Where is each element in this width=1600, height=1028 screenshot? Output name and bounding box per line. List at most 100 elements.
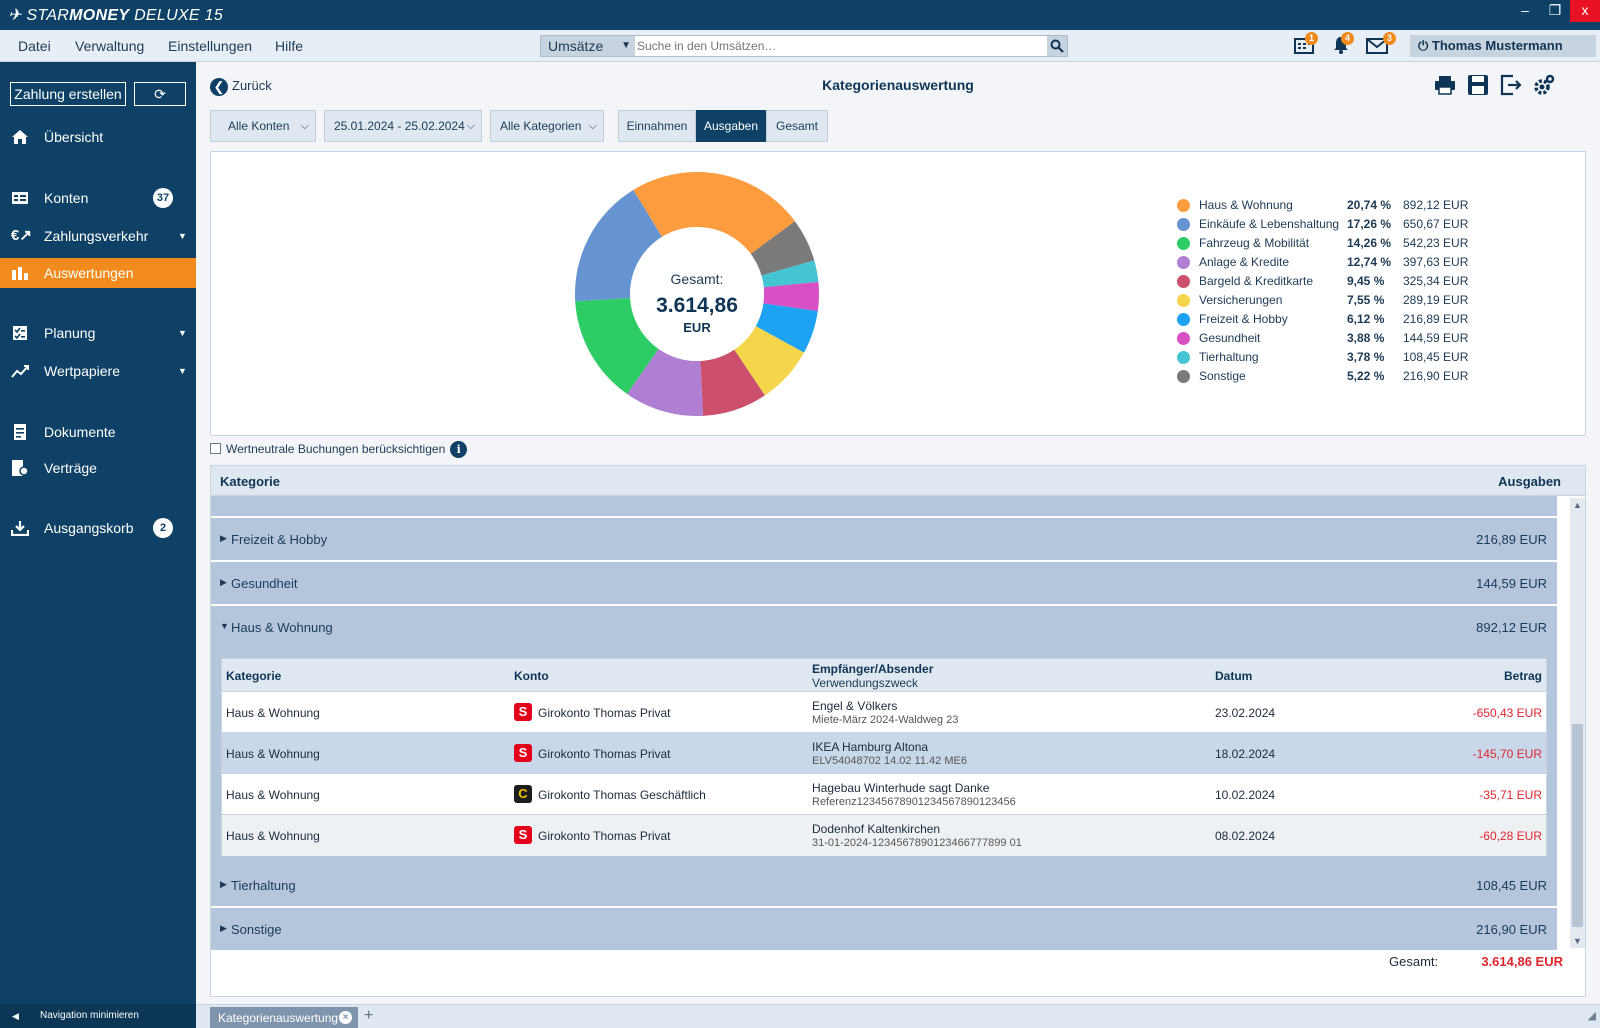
expense-toggle[interactable]: Ausgaben bbox=[696, 110, 766, 142]
sidebar-item-outbox[interactable]: Ausgangskorb 2 bbox=[0, 513, 196, 543]
title-bar: ✈ STARMONEY DELUXE 15 – ❐ x bbox=[0, 0, 1600, 30]
row-amount: -60,28 EUR bbox=[1479, 829, 1542, 843]
legend-item[interactable]: Freizeit & Hobby 6,12 % 216,89 EUR bbox=[1177, 310, 1517, 329]
donut-slice-tierhaltung[interactable] bbox=[761, 260, 819, 288]
resize-grip-icon[interactable]: ◢ bbox=[1587, 1010, 1596, 1022]
close-window-button[interactable]: x bbox=[1570, 0, 1600, 22]
donut-slice-bargeld-kreditkarte[interactable] bbox=[700, 349, 765, 416]
donut-slice-einkäufe-lebenshaltung[interactable] bbox=[575, 189, 662, 302]
notifications-button[interactable]: 4 bbox=[1332, 32, 1360, 58]
planning-icon bbox=[13, 326, 27, 340]
sidebar-item-securities[interactable]: Wertpapiere ▼ bbox=[0, 356, 196, 386]
donut-slice-versicherungen[interactable] bbox=[734, 326, 805, 396]
sub-header-account[interactable]: Konto bbox=[514, 669, 549, 683]
table-row-selected[interactable]: Haus & Wohnung S Girokonto Thomas Privat… bbox=[222, 733, 1546, 774]
row-purpose: Miete-März 2024-Waldweg 23 bbox=[812, 714, 959, 726]
table-row[interactable]: Haus & Wohnung C Girokonto Thomas Geschä… bbox=[222, 774, 1546, 815]
donut-center-value: 3.614,86 bbox=[656, 294, 738, 317]
close-tab-icon[interactable]: × bbox=[339, 1011, 352, 1024]
legend-item[interactable]: Bargeld & Kreditkarte 9,45 % 325,34 EUR bbox=[1177, 272, 1517, 291]
search-button[interactable] bbox=[1047, 36, 1067, 56]
legend-item[interactable]: Fahrzeug & Mobilität 14,26 % 542,23 EUR bbox=[1177, 234, 1517, 253]
accounts-filter-select[interactable]: Alle Konten ⌵ bbox=[210, 110, 316, 142]
column-header-expense[interactable]: Ausgaben bbox=[1498, 474, 1561, 489]
legend-color-dot bbox=[1177, 351, 1190, 364]
menu-verwaltung[interactable]: Verwaltung bbox=[75, 38, 145, 54]
minimize-navigation-button[interactable]: ◀ Navigation minimieren bbox=[0, 1004, 196, 1028]
save-button[interactable] bbox=[1467, 74, 1491, 98]
tab-kategorienauswertung[interactable]: Kategorienauswertung × bbox=[210, 1007, 358, 1028]
donut-chart: Gesamt: 3.614,86 EUR bbox=[575, 172, 819, 416]
table-group-row[interactable]: ▶ Freizeit & Hobby 216,89 EUR bbox=[211, 518, 1557, 560]
wertneutral-checkbox-row[interactable]: Wertneutrale Buchungen berücksichtigen i bbox=[210, 439, 468, 459]
settings-button[interactable] bbox=[1533, 74, 1557, 98]
donut-slice-gesundheit[interactable] bbox=[763, 281, 819, 312]
user-menu-button[interactable]: ⏻ Thomas Mustermann bbox=[1410, 35, 1596, 57]
calendar-button[interactable]: 1 bbox=[1294, 32, 1322, 58]
menu-hilfe[interactable]: Hilfe bbox=[275, 38, 304, 54]
sidebar-item-contracts[interactable]: Verträge bbox=[0, 453, 196, 483]
wertneutral-checkbox[interactable] bbox=[210, 443, 221, 455]
menu-datei[interactable]: Datei bbox=[18, 38, 51, 54]
legend-item[interactable]: Einkäufe & Lebenshaltung 17,26 % 650,67 EU… bbox=[1177, 215, 1517, 234]
search-scope-select[interactable]: Umsätze ▼ bbox=[541, 36, 635, 56]
sub-header-payee[interactable]: Empfänger/Absender bbox=[812, 662, 934, 676]
table-group-row[interactable]: ▶ Gesundheit 144,59 EUR bbox=[211, 562, 1557, 604]
legend-color-dot bbox=[1177, 294, 1190, 307]
total-toggle[interactable]: Gesamt bbox=[766, 110, 828, 142]
table-group-row[interactable]: ▶ Sonstige 216,90 EUR bbox=[211, 908, 1557, 950]
categories-filter-select[interactable]: Alle Kategorien ⌵ bbox=[490, 110, 604, 142]
print-button[interactable] bbox=[1434, 74, 1458, 98]
sidebar-item-accounts[interactable]: Konten 37 bbox=[0, 183, 196, 213]
legend-item[interactable]: Haus & Wohnung 20,74 % 892,12 EUR bbox=[1177, 196, 1517, 215]
table-scrollbar[interactable]: ▲ ▼ bbox=[1570, 498, 1585, 948]
back-button[interactable]: ❮ Zurück bbox=[210, 76, 272, 96]
table-row[interactable]: Haus & Wohnung S Girokonto Thomas Privat… bbox=[222, 692, 1546, 733]
sub-header-amount[interactable]: Betrag bbox=[1503, 669, 1542, 683]
restore-button[interactable]: ❐ bbox=[1548, 2, 1562, 18]
refresh-button[interactable]: ⟳ bbox=[134, 82, 186, 106]
donut-slice-anlage-kredite[interactable] bbox=[627, 348, 704, 416]
group-value: 892,12 EUR bbox=[1476, 620, 1547, 635]
sidebar-item-overview[interactable]: Übersicht bbox=[0, 122, 196, 152]
sub-header-date[interactable]: Datum bbox=[1215, 669, 1253, 683]
scrollbar-thumb[interactable] bbox=[1572, 724, 1583, 927]
sidebar-item-payments[interactable]: €↗ Zahlungsverkehr ▼ bbox=[0, 221, 196, 251]
sidebar-item-label: Zahlungsverkehr bbox=[44, 228, 149, 244]
income-toggle[interactable]: Einnahmen bbox=[618, 110, 696, 142]
donut-slice-freizeit-hobby[interactable] bbox=[755, 303, 818, 353]
messages-button[interactable]: 3 bbox=[1366, 32, 1396, 58]
chevron-down-icon: ⌵ bbox=[300, 120, 309, 132]
minimize-button[interactable]: – bbox=[1521, 2, 1529, 18]
legend-name: Tierhaltung bbox=[1199, 350, 1259, 364]
legend-item[interactable]: Tierhaltung 3,78 % 108,45 EUR bbox=[1177, 348, 1517, 367]
table-row[interactable]: Haus & Wohnung S Girokonto Thomas Privat… bbox=[222, 815, 1546, 856]
sub-header-category[interactable]: Kategorie bbox=[226, 669, 282, 683]
scroll-up-icon[interactable]: ▲ bbox=[1573, 500, 1582, 510]
legend-item[interactable]: Gesundheit 3,88 % 144,59 EUR bbox=[1177, 329, 1517, 348]
donut-slice-haus-wohnung[interactable] bbox=[633, 172, 795, 255]
scroll-down-icon[interactable]: ▼ bbox=[1573, 936, 1582, 946]
search-input[interactable] bbox=[637, 37, 1037, 55]
column-header-category[interactable]: Kategorie bbox=[220, 474, 280, 489]
daterange-filter-select[interactable]: 25.01.2024 - 25.02.2024 ⌵ bbox=[324, 110, 482, 142]
sidebar-item-documents[interactable]: Dokumente bbox=[0, 417, 196, 447]
legend-item[interactable]: Versicherungen 7,55 % 289,19 EUR bbox=[1177, 291, 1517, 310]
create-payment-button[interactable]: Zahlung erstellen bbox=[10, 82, 126, 106]
sidebar-item-reports[interactable]: Auswertungen bbox=[0, 258, 196, 288]
menu-einstellungen[interactable]: Einstellungen bbox=[168, 38, 253, 54]
info-icon[interactable]: i bbox=[450, 441, 468, 459]
bar-chart-icon bbox=[12, 267, 28, 280]
table-group-row-expanded[interactable]: ▼ Haus & Wohnung 892,12 EUR bbox=[211, 606, 1557, 648]
sparkasse-logo-icon: S bbox=[514, 744, 532, 762]
donut-slice-fahrzeug-mobilität[interactable] bbox=[575, 297, 659, 394]
legend-item[interactable]: Anlage & Kredite 12,74 % 397,63 EUR bbox=[1177, 253, 1517, 272]
export-button[interactable] bbox=[1500, 74, 1524, 98]
sidebar-item-planning[interactable]: Planung ▼ bbox=[0, 318, 196, 348]
table-group-row[interactable]: ▶ Tierhaltung 108,45 EUR bbox=[211, 864, 1557, 906]
sub-header-purpose[interactable]: Verwendungszweck bbox=[812, 676, 919, 690]
legend-item[interactable]: Sonstige 5,22 % 216,90 EUR bbox=[1177, 367, 1517, 386]
transactions-subtable: Kategorie Konto Empfänger/Absender Verwe… bbox=[221, 658, 1547, 856]
donut-slice-sonstige[interactable] bbox=[750, 221, 815, 276]
add-tab-button[interactable]: + bbox=[364, 1007, 374, 1024]
